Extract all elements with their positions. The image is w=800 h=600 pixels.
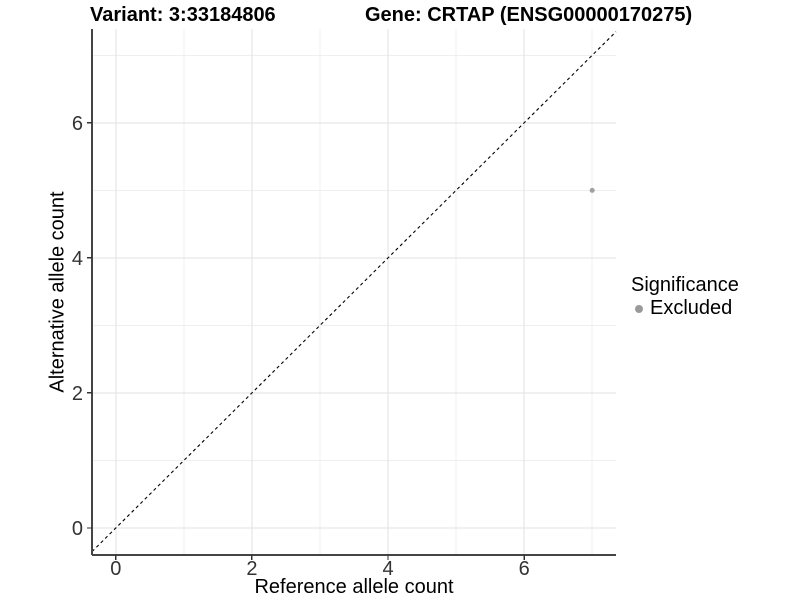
x-axis-title: Reference allele count [254, 576, 454, 598]
x-tick-label: 2 [246, 558, 257, 580]
y-tick-label: 2 [72, 383, 83, 405]
legend-point-icon [635, 304, 643, 313]
y-tick-label: 0 [72, 518, 83, 540]
x-tick-label: 4 [382, 558, 393, 580]
y-tick-label: 6 [72, 113, 83, 135]
y-tick-label: 4 [72, 248, 83, 270]
y-axis-title: Alternative allele count [46, 191, 69, 393]
x-tick-label: 6 [519, 558, 530, 580]
legend-item-excluded: Excluded [631, 297, 739, 320]
legend-item-label: Excluded [650, 297, 733, 319]
identity-line [91, 31, 617, 553]
plot-title-variant: Variant: 3:33184806 [90, 4, 276, 26]
legend-title: Significance [631, 274, 739, 296]
x-tick-label: 0 [110, 558, 121, 580]
data-point [589, 187, 595, 193]
legend: Significance Excluded [631, 274, 739, 320]
plot-title-gene: Gene: CRTAP (ENSG00000170275) [365, 4, 693, 26]
